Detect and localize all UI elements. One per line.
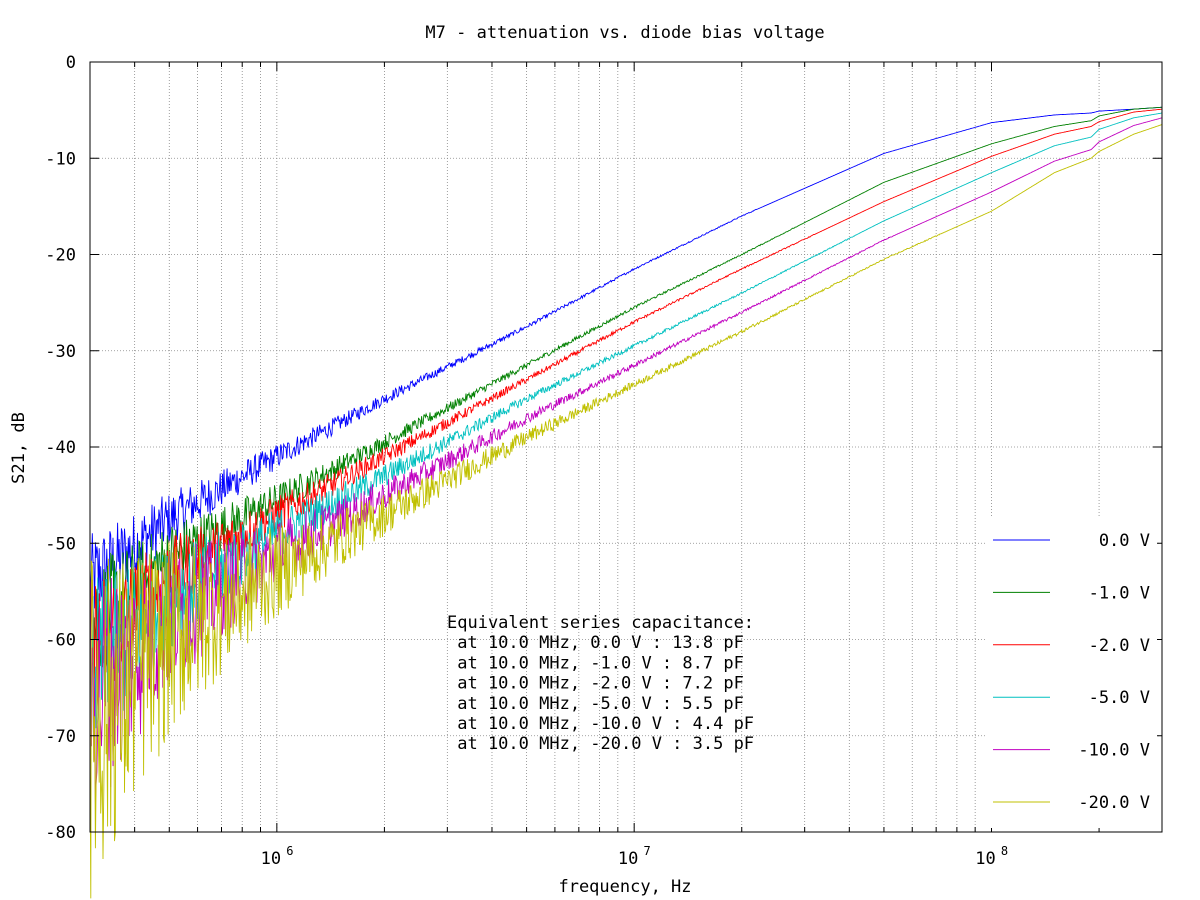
y-axis-label: S21, dB (9, 412, 29, 484)
annotation-line: at 10.0 MHz, -5.0 V : 5.5 pF (447, 694, 744, 714)
y-tick-label: -40 (45, 438, 76, 458)
annotation-line: Equivalent series capacitance: (447, 613, 754, 633)
y-tick-label: -50 (45, 534, 76, 554)
y-tick-label: -10 (45, 149, 76, 169)
x-tick-label: 10 (975, 849, 995, 869)
x-tick-label-exponent: 8 (1001, 844, 1008, 858)
legend-label: -5.0 V (1089, 688, 1150, 708)
series-line (89, 112, 1163, 747)
x-tick-label-exponent: 7 (644, 844, 651, 858)
x-tick-label: 10 (618, 849, 638, 869)
y-tick-label: -30 (45, 342, 76, 362)
series-group (89, 106, 1163, 899)
series-line (89, 124, 1163, 899)
x-tick-label-exponent: 6 (286, 844, 293, 858)
y-tick-label: 0 (66, 53, 76, 73)
legend: 0.0 V -1.0 V -2.0 V -5.0 V -10.0 V -20.0 V (987, 518, 1157, 828)
x-tick-label: 10 (261, 849, 281, 869)
annotation-line: at 10.0 MHz, -10.0 V : 4.4 pF (447, 714, 754, 734)
chart-title: M7 - attenuation vs. diode bias voltage (425, 23, 824, 43)
series-line (89, 106, 1163, 686)
grid (89, 62, 1163, 832)
annotation-line: at 10.0 MHz, -2.0 V : 7.2 pF (447, 674, 744, 694)
legend-label: -2.0 V (1089, 636, 1150, 656)
y-tick-label: -60 (45, 631, 76, 651)
legend-label: 0.0 V (1099, 531, 1150, 551)
x-axis-label: frequency, Hz (558, 877, 691, 897)
legend-label: -1.0 V (1089, 583, 1150, 603)
series-line (89, 106, 1163, 609)
y-tick-label: -70 (45, 727, 76, 747)
y-tick-label: -20 (45, 246, 76, 266)
capacitance-note: Equivalent series capacitance: at 10.0 M… (447, 613, 754, 754)
annotation-line: at 10.0 MHz, -1.0 V : 8.7 pF (447, 653, 744, 673)
legend-background (987, 518, 1157, 828)
series-line (89, 117, 1163, 803)
annotation-line: at 10.0 MHz, 0.0 V : 13.8 pF (447, 633, 744, 653)
legend-label: -10.0 V (1078, 741, 1150, 761)
annotation-line: at 10.0 MHz, -20.0 V : 3.5 pF (447, 734, 754, 754)
legend-label: -20.0 V (1078, 793, 1150, 813)
ticks: 10 6 10 7 10 8 0 -10 -20 -30 -40 -50 -60 -70 -80 (45, 53, 1163, 869)
y-tick-label: -80 (45, 823, 76, 843)
